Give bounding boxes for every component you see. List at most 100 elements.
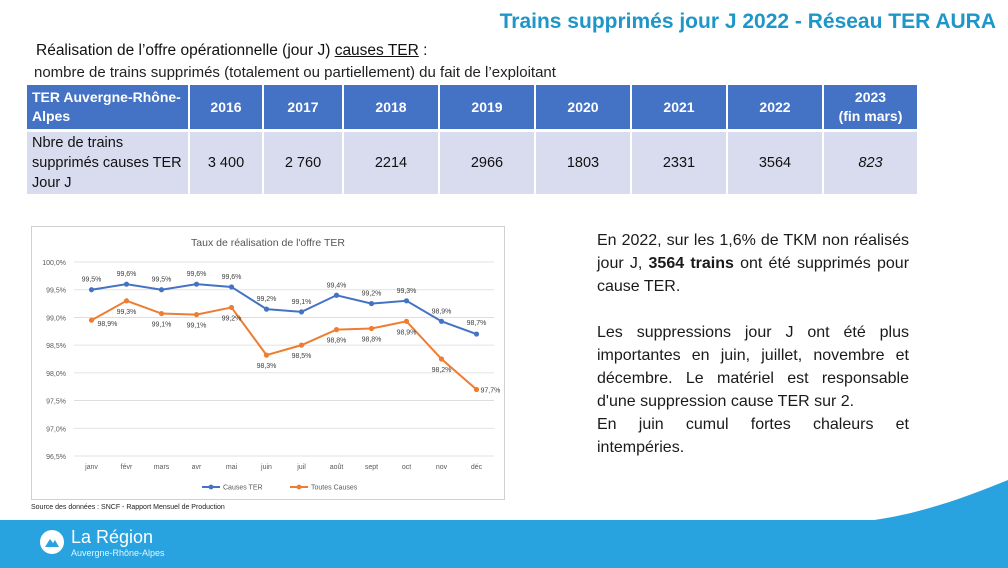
commentary-text: ont été supprimés pour cause TER. [597, 255, 910, 295]
data-label: 99,2% [257, 296, 277, 303]
data-label: 99,1% [187, 323, 207, 330]
x-tick-label: juil [296, 464, 306, 471]
region-logo-icon [40, 530, 64, 554]
legend-entry: Causes TER [223, 485, 263, 492]
section-subheading: nombre de trains supprimés (totalement o… [34, 64, 556, 81]
data-label: 99,3% [397, 288, 417, 295]
table-header-year: 2017 [263, 85, 344, 132]
page-title: Trains supprimés jour J 2022 - Réseau TE… [499, 10, 996, 33]
x-tick-label: févr [121, 464, 133, 471]
data-label: 98,9% [432, 308, 452, 315]
data-label: 98,2% [432, 367, 452, 374]
table-header-year: 2016 [189, 85, 264, 132]
data-label: 99,1% [152, 322, 172, 329]
data-point [368, 300, 375, 307]
data-point [473, 386, 480, 393]
data-label: 99,6% [117, 271, 137, 278]
series-line-causes-ter [91, 283, 477, 335]
table-header-row: TER Auvergne-Rhône-Alpes 2016 2017 2018 … [27, 85, 917, 132]
data-point [438, 318, 445, 324]
x-tick-label: juin [260, 464, 272, 471]
data-label: 98,8% [327, 338, 347, 345]
suppressed-trains-table: TER Auvergne-Rhône-Alpes 2016 2017 2018 … [27, 85, 917, 194]
data-point [228, 284, 235, 290]
data-point [403, 318, 410, 324]
x-tick-label: déc [471, 464, 483, 471]
table-header-year-2023: 2023 (fin mars) [823, 85, 917, 132]
commentary-text: En 2022, sur les 1,6% de TKM non réalisé… [597, 232, 909, 272]
heading-underlined: causes TER [334, 42, 419, 59]
data-label: 98,7% [467, 320, 487, 327]
data-label: 98,9% [397, 329, 417, 336]
data-point [368, 325, 375, 332]
year-2023-label: 2023 [854, 89, 887, 105]
chart-title: Taux de réalisation de l'offre TER [191, 237, 345, 249]
legend-marker [296, 484, 302, 490]
table-row: Nbre de trains supprimés causes TER Jour… [27, 130, 917, 194]
table-header-network: TER Auvergne-Rhône-Alpes [27, 85, 190, 132]
data-label: 99,3% [117, 309, 137, 316]
commentary-paragraph-2: Les suppressions jour J ont été plus imp… [597, 324, 909, 410]
data-point [88, 287, 95, 293]
x-tick-label: mai [226, 464, 238, 471]
y-tick-label: 98,0% [46, 371, 66, 378]
y-tick-label: 97,5% [46, 399, 66, 406]
table-header-year: 2020 [535, 85, 632, 132]
data-label: 99,1% [292, 299, 312, 306]
data-label: 98,9% [98, 321, 118, 328]
data-label: 99,5% [152, 277, 172, 284]
legend-entry: Toutes Causes [311, 485, 358, 492]
table-cell: 2966 [439, 130, 536, 194]
data-point [298, 342, 305, 348]
section-heading: Réalisation de l’offre opérationnelle (j… [36, 42, 427, 60]
heading-prefix: Réalisation de l’offre opérationnelle (j… [36, 42, 335, 59]
table-cell: 2331 [631, 130, 728, 194]
data-point [158, 287, 165, 293]
data-point [438, 356, 445, 362]
table-cell: 2214 [343, 130, 440, 194]
commentary-highlight: 3564 trains [648, 255, 734, 272]
data-point [88, 317, 95, 323]
series-line-toutes-causes [91, 299, 478, 391]
data-label: 99,4% [327, 282, 347, 289]
data-point [403, 298, 410, 304]
table-cell: 3 400 [189, 130, 264, 194]
x-tick-label: sept [365, 464, 378, 471]
y-tick-label: 99,5% [46, 288, 66, 295]
data-point [123, 298, 130, 304]
table-cell-2023: 823 [823, 130, 917, 194]
data-label: 99,6% [222, 274, 242, 281]
data-point [333, 292, 340, 298]
data-label: 99,2% [362, 291, 382, 298]
heading-suffix: : [418, 42, 428, 59]
data-point [193, 312, 200, 318]
data-source-note: Source des données : SNCF - Rapport Mens… [31, 504, 225, 511]
y-tick-label: 100,0% [42, 260, 66, 267]
region-logo-subtitle: Auvergne-Rhône-Alpes [71, 548, 165, 558]
commentary-paragraph-3: En juin cumul fortes chaleurs et intempé… [597, 416, 909, 456]
region-logo-name: La Région [71, 527, 154, 547]
table-cell: 1803 [535, 130, 632, 194]
table-cell: 3564 [727, 130, 824, 194]
footer-band [0, 520, 1008, 568]
data-label: 99,6% [187, 271, 207, 278]
data-point [473, 331, 480, 337]
footer-wave [858, 480, 1008, 522]
data-label: 99,5% [82, 277, 102, 284]
y-tick-label: 99,0% [46, 315, 66, 322]
data-point [263, 352, 270, 358]
table-header-year: 2018 [343, 85, 440, 132]
x-tick-label: nov [436, 464, 448, 471]
data-point [228, 304, 235, 311]
table-header-year: 2021 [631, 85, 728, 132]
data-point [158, 310, 165, 317]
y-tick-label: 98,5% [46, 343, 66, 350]
y-tick-label: 97,0% [46, 426, 66, 433]
chart-canvas: Taux de réalisation de l'offre TER 100,0%… [42, 237, 501, 492]
legend-marker [208, 484, 214, 490]
data-label: 97,7% [481, 387, 501, 394]
table-header-year: 2019 [439, 85, 536, 132]
x-tick-label: avr [192, 464, 202, 471]
data-label: 99,2% [222, 315, 242, 322]
table-header-year: 2022 [727, 85, 824, 132]
